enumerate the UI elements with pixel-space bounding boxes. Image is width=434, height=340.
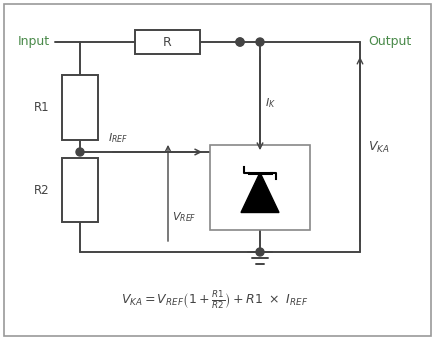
Bar bbox=[135, 30, 200, 54]
Text: Output: Output bbox=[367, 35, 410, 49]
Circle shape bbox=[256, 38, 263, 46]
Bar bbox=[210, 145, 309, 230]
Circle shape bbox=[236, 38, 243, 46]
Text: $V_{REF}$: $V_{REF}$ bbox=[171, 210, 196, 224]
Text: $V_{KA} = V_{REF}\left(1+\frac{R1}{R2}\right) + R1\ \times\ I_{REF}$: $V_{KA} = V_{REF}\left(1+\frac{R1}{R2}\r… bbox=[121, 289, 308, 311]
Circle shape bbox=[76, 148, 84, 156]
Text: $I_{REF}$: $I_{REF}$ bbox=[108, 131, 128, 145]
Circle shape bbox=[256, 248, 263, 256]
Text: Input: Input bbox=[18, 35, 50, 49]
Text: R1: R1 bbox=[34, 101, 50, 114]
Circle shape bbox=[236, 38, 243, 46]
Bar bbox=[62, 158, 98, 222]
Bar bbox=[62, 75, 98, 140]
Text: R: R bbox=[162, 35, 171, 49]
Text: $V_{KA}$: $V_{KA}$ bbox=[367, 139, 389, 155]
Text: R2: R2 bbox=[34, 184, 50, 197]
Polygon shape bbox=[240, 172, 278, 212]
Text: $I_K$: $I_K$ bbox=[264, 96, 275, 110]
